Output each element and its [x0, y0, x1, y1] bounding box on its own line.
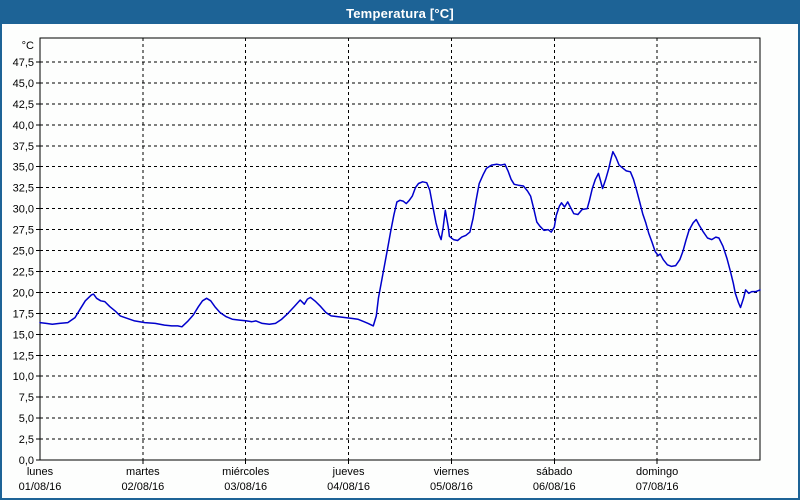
x-day-name-label: lunes — [27, 466, 54, 478]
y-tick-label: 27,5 — [13, 225, 34, 237]
y-tick-label: 25,0 — [13, 246, 34, 258]
x-day-date-label: 04/08/16 — [327, 481, 370, 493]
y-tick-label: 47,5 — [13, 57, 34, 69]
y-tick-label: 37,5 — [13, 141, 34, 153]
chart-title: Temperatura [°C] — [346, 5, 454, 21]
x-day-date-label: 03/08/16 — [224, 481, 267, 493]
y-tick-label: 30,0 — [13, 204, 34, 216]
x-day-date-label: 02/08/16 — [121, 481, 164, 493]
y-tick-label: 0,0 — [19, 455, 34, 467]
temperature-line — [39, 150, 761, 328]
y-tick-label: 35,0 — [13, 162, 34, 174]
x-day-date-label: 05/08/16 — [430, 481, 473, 493]
x-day-name-label: domingo — [636, 466, 678, 478]
x-day-date-label: 06/08/16 — [533, 481, 576, 493]
y-tick-label: 22,5 — [13, 266, 34, 278]
y-tick-label: 45,0 — [13, 78, 34, 90]
grid-lines — [40, 38, 760, 460]
temperature-chart: 0,0 2,5 5,0 7,5 10,0 12,5 15,0 17,5 20,0 22,5 25,0… — [13, 37, 761, 493]
series-temperatura — [39, 150, 761, 328]
y-tick-label: 40,0 — [13, 120, 34, 132]
x-day-name-label: martes — [126, 466, 160, 478]
window-title-bar: Temperatura [°C] — [2, 2, 798, 24]
y-tick-label: 15,0 — [13, 329, 34, 341]
axis-labels: 0,0 2,5 5,0 7,5 10,0 12,5 15,0 17,5 20,0 22,5 25,0… — [13, 40, 679, 493]
x-day-name-label: sábado — [536, 466, 572, 478]
y-tick-label: 7,5 — [19, 392, 34, 404]
y-tick-label: 12,5 — [13, 350, 34, 362]
x-day-name-label: miércoles — [222, 466, 270, 478]
y-tick-label: 32,5 — [13, 183, 34, 195]
x-day-date-label: 01/08/16 — [19, 481, 62, 493]
axes — [36, 37, 761, 464]
y-tick-label: 5,0 — [19, 413, 34, 425]
chart-area: 0,0 2,5 5,0 7,5 10,0 12,5 15,0 17,5 20,0 22,5 25,0… — [2, 24, 798, 498]
x-day-name-label: viernes — [434, 466, 470, 478]
y-tick-label: 42,5 — [13, 99, 34, 111]
x-day-name-label: jueves — [332, 466, 365, 478]
y-tick-label: 17,5 — [13, 308, 34, 320]
y-tick-label: 20,0 — [13, 287, 34, 299]
y-tick-label: 2,5 — [19, 434, 34, 446]
y-axis-unit-label: °C — [22, 40, 34, 52]
x-day-date-label: 07/08/16 — [636, 481, 679, 493]
y-tick-label: 10,0 — [13, 371, 34, 383]
